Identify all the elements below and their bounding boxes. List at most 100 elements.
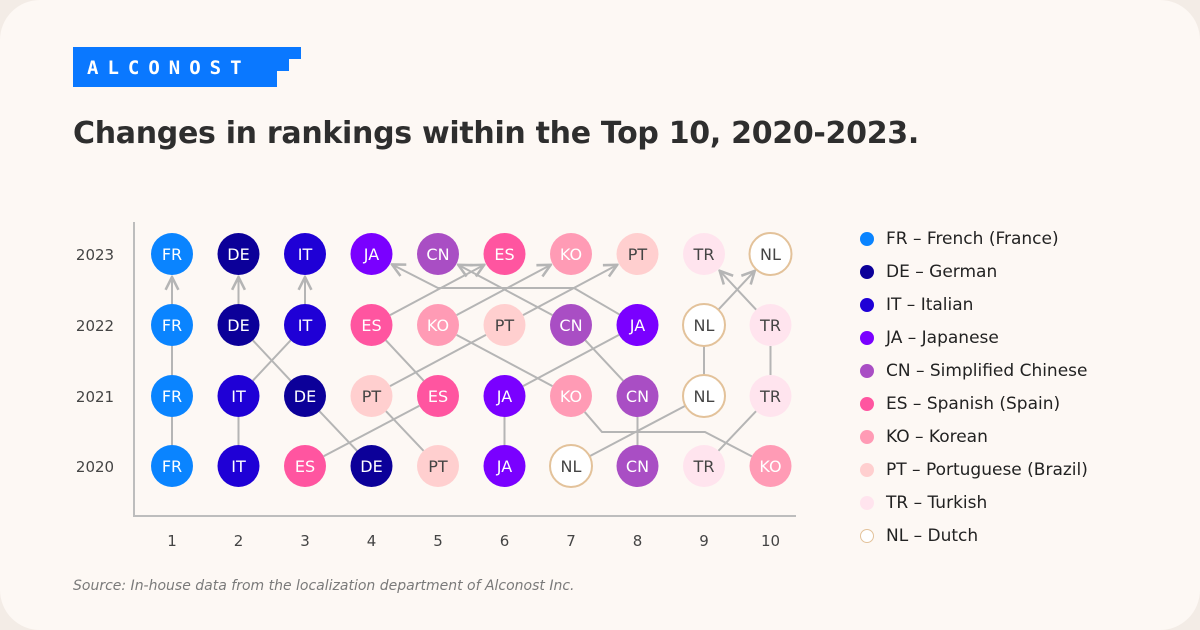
legend-swatch [860,396,874,411]
legend-item-tr: TR – Turkish [860,486,1088,519]
point-label: CN [626,457,649,476]
point-de-2020 [350,445,393,487]
point-nl-2022 [682,303,726,347]
point-label: DE [294,387,316,406]
point-label: JA [363,245,379,264]
connector-de-2021-2022 [252,339,292,382]
point-fr-2020 [151,445,193,487]
legend-item-cn: CN – Simplified Chinese [860,354,1088,387]
point-nl-2020 [549,444,593,488]
legend-swatch [860,495,874,510]
point-es-2022 [350,304,393,346]
point-ko-2021 [550,375,592,417]
chart-title: Changes in rankings within the Top 10, 2… [73,116,919,151]
legend-item-ko: KO – Korean [860,420,1088,453]
legend: FR – French (France) DE – German IT – Ital… [860,222,1088,552]
x-tick-label: 3 [300,532,310,550]
x-tick-label: 6 [500,532,510,550]
point-es-2020 [284,445,326,487]
point-label: IT [231,457,246,476]
point-ja-2021 [483,375,526,417]
legend-swatch [860,363,874,378]
point-label: ES [361,316,381,335]
x-tick-label: 9 [699,532,709,550]
point-cn-2021 [616,375,659,417]
point-label: DE [360,457,382,476]
point-label: ES [295,457,315,476]
point-tr-2021 [749,375,792,417]
point-label: JA [496,387,512,406]
point-pt-2020 [417,445,459,487]
point-ja-2020 [483,445,526,487]
point-cn-2022 [550,304,592,346]
point-it-2022 [284,304,326,346]
connector-pt-2021-2022 [389,334,487,387]
point-label: KO [560,245,582,264]
legend-swatch [860,462,874,477]
source-note: Source: In-house data from the localizat… [73,578,575,594]
y-tick-label: 2020 [76,458,114,476]
point-label: ES [428,387,448,406]
legend-swatch [860,429,874,444]
point-label: IT [231,387,246,406]
point-it-2023 [284,233,326,275]
connector-ko-2020-2021 [583,411,753,458]
x-tick-label: 8 [633,532,643,550]
point-fr-2021 [151,375,193,417]
point-cn-2023 [417,233,459,275]
legend-label: ES – Spanish (Spain) [886,393,1061,414]
point-label: FR [162,457,182,476]
point-label: PT [495,316,515,335]
point-ko-2022 [417,304,459,346]
point-label: FR [162,245,182,264]
point-label: TR [693,245,715,264]
point-label: CN [559,316,582,335]
point-label: JA [629,316,645,335]
y-tick-label: 2021 [76,388,114,406]
legend-item-pt: PT – Portuguese (Brazil) [860,453,1088,486]
point-tr-2022 [749,304,792,346]
point-label: TR [759,387,781,406]
legend-item-de: DE – German [860,255,1088,288]
point-de-2021 [284,375,326,417]
x-tick-label: 4 [367,532,377,550]
point-ja-2022 [616,304,659,346]
legend-item-fr: FR – French (France) [860,222,1088,255]
point-label: IT [298,316,313,335]
point-pt-2021 [350,375,393,417]
legend-label: TR – Turkish [886,492,988,513]
legend-label: DE – German [886,261,998,282]
connector-tr-2022-2023 [720,271,757,311]
point-label: CN [626,387,649,406]
connector-ko-2021-2022 [456,334,553,387]
legend-swatch [860,264,874,279]
point-ko-2023 [550,233,592,275]
legend-swatch [860,297,874,312]
point-fr-2023 [151,233,193,275]
point-es-2023 [483,233,526,275]
legend-label: KO – Korean [886,426,988,447]
legend-swatch [860,330,874,345]
point-tr-2023 [683,233,725,275]
point-nl-2021 [682,374,726,418]
legend-item-es: ES – Spanish (Spain) [860,387,1088,420]
x-tick-label: 10 [761,532,780,550]
point-label: KO [427,316,449,335]
point-label: FR [162,387,182,406]
point-cn-2020 [616,445,659,487]
point-fr-2022 [151,304,193,346]
point-label: IT [298,245,313,264]
svg-text:ALCONOST: ALCONOST [87,57,251,79]
point-ko-2020 [749,445,792,487]
point-pt-2023 [616,233,659,275]
y-tick-label: 2023 [76,246,114,264]
point-tr-2020 [683,445,725,487]
x-tick-label: 1 [167,532,177,550]
point-label: PT [628,245,648,264]
legend-item-nl: NL – Dutch [860,519,1088,552]
legend-label: IT – Italian [886,294,974,315]
connector-cn-2021-2022 [584,339,624,382]
connector-ja-2021-2022 [522,334,620,387]
